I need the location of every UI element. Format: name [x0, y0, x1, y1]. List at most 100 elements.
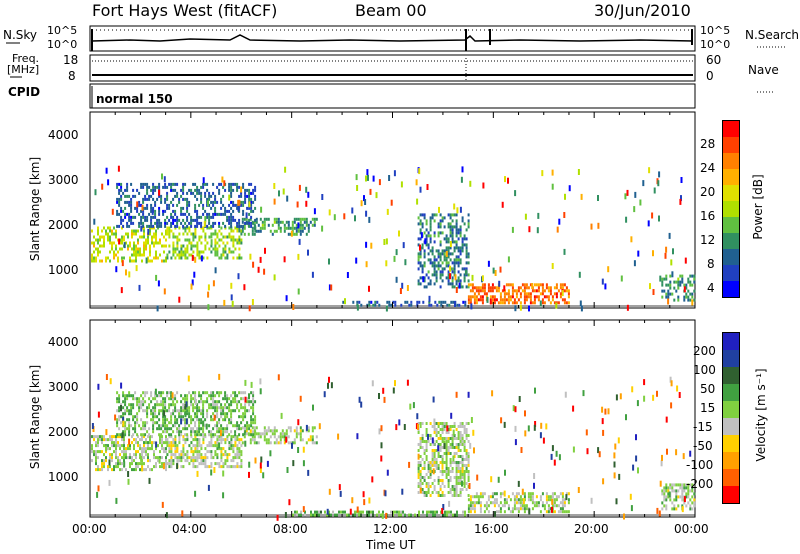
power-cell-r2: [303, 226, 306, 230]
power-cell-r1: [186, 250, 189, 254]
vel-cell-r4: [465, 452, 468, 455]
vel-cell-r0: [151, 468, 153, 472]
vel-cell-r3: [162, 421, 165, 425]
power-cell-r3: [116, 197, 119, 201]
power-cell-r5: [503, 292, 506, 296]
vel-scatter-point: [194, 490, 197, 497]
vel-scatter-point: [636, 400, 639, 407]
power-cell-r2: [251, 226, 254, 230]
power-colorbar-swatch: [723, 185, 739, 201]
power-cell-r1: [240, 232, 243, 236]
power-scatter-point: [156, 305, 159, 312]
vel-cell-r6: [689, 498, 692, 502]
vel-cell-r3: [190, 403, 193, 407]
power-cell-r3: [118, 188, 121, 192]
vel-cell-r4: [425, 428, 428, 431]
power-scatter-point: [404, 259, 407, 266]
vel-cell-r4: [425, 491, 428, 494]
power-cell-r5: [485, 295, 488, 299]
vel-cell-r4: [445, 458, 448, 461]
vel-cell-r4: [451, 467, 454, 470]
vel-cell-r2: [301, 438, 304, 442]
vel-cell-r2: [267, 441, 270, 445]
power-cell-r1: [222, 241, 225, 245]
vel-cell-r5: [487, 504, 490, 508]
power-cell-r3: [146, 218, 149, 222]
power-cell-r2: [299, 226, 302, 230]
power-cell-r5: [519, 292, 522, 296]
power-scatter-point: [313, 208, 316, 215]
power-scatter-point: [249, 253, 252, 260]
power-cell-r2: [251, 232, 254, 236]
vel-cell-r4: [433, 464, 436, 467]
power-scatter-point: [501, 201, 504, 208]
vel-cell-r5: [549, 507, 552, 511]
vel-scatter-point: [517, 480, 520, 487]
vel-cell-r4: [457, 479, 460, 482]
power-cell-r0: [121, 235, 123, 239]
power-cell-r2: [289, 226, 292, 230]
power-cell-r4: [453, 240, 456, 244]
vel-cell-r3: [170, 418, 173, 422]
power-cell-r3: [186, 197, 189, 201]
vel-cell-r3: [224, 394, 227, 398]
power-scatter-point: [118, 238, 121, 245]
vel-cell-r4: [417, 476, 420, 479]
power-cell-r3: [220, 206, 223, 210]
vel-cell-r0: [143, 468, 145, 472]
power-cell-r4: [439, 231, 442, 235]
power-cell-r3: [180, 221, 183, 225]
xtick-1: 04:00: [172, 522, 207, 536]
vel-cell-r4: [461, 437, 464, 440]
power-cell-r2: [281, 220, 284, 224]
vel-cell-r6: [691, 501, 694, 505]
vel-cell-r3: [230, 421, 233, 425]
power-cell-r0: [117, 259, 119, 263]
vel-cell-r3: [244, 430, 247, 434]
power-cell-r0: [93, 256, 95, 260]
vel-cell-r5: [557, 504, 560, 508]
power-cell-r5: [511, 292, 514, 296]
vel-cell-r1: [172, 453, 175, 457]
vel-cell-r0: [153, 456, 155, 460]
vel-cell-r1: [218, 438, 221, 442]
vel-cell-r7: [368, 510, 370, 514]
power-cell-r7: [430, 303, 433, 307]
power-cell-r1: [178, 253, 181, 257]
power-scatter-point: [519, 304, 522, 311]
vel-cell-r1: [236, 450, 239, 454]
power-cell-r1: [190, 247, 193, 251]
power-cell-r4: [453, 270, 456, 274]
power-scatter-point: [230, 294, 233, 301]
power-cell-r1: [236, 241, 239, 245]
vel-cell-r6: [671, 489, 674, 493]
power-cell-r3: [196, 197, 199, 201]
vel-cell-r3: [250, 433, 253, 437]
power-cell-r0: [109, 241, 111, 245]
vel-scatter-point: [181, 510, 184, 517]
power-cell-r5: [567, 289, 570, 293]
vel-cell-r7: [448, 513, 450, 517]
power-cell-r3: [186, 203, 189, 207]
vel-cell-r5: [511, 492, 514, 496]
power-cell-r0: [149, 259, 151, 263]
vel-cell-r4: [431, 452, 434, 455]
power-cell-r1: [200, 250, 203, 254]
vel-cell-r6: [667, 486, 670, 490]
vel-cell-r3: [220, 406, 223, 410]
vel-cell-r4: [423, 461, 426, 464]
power-cell-r4: [419, 249, 422, 253]
power-cell-r5: [487, 283, 490, 287]
power-cell-r4: [465, 261, 468, 265]
power-cell-r0: [105, 256, 107, 260]
vel-cell-r5: [489, 495, 492, 499]
vel-cell-r1: [166, 441, 169, 445]
power-cell-r3: [116, 182, 119, 186]
power-cell-r0: [145, 238, 147, 242]
vel-cell-r4: [465, 458, 468, 461]
power-cell-r0: [97, 232, 99, 236]
vel-cell-r3: [118, 433, 121, 437]
vel-cell-r3: [134, 391, 137, 395]
vel-cell-r2: [307, 429, 310, 433]
vel-scatter-point: [668, 491, 671, 498]
